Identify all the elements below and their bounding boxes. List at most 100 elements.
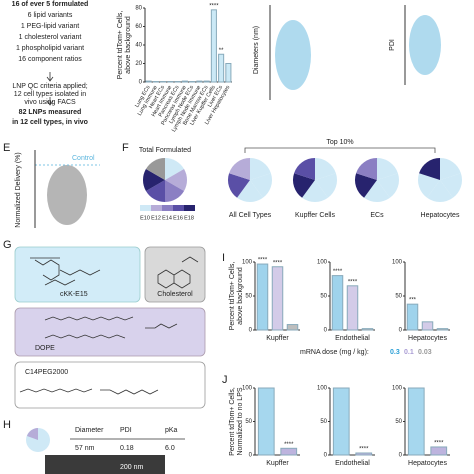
pie-slice [250,158,271,180]
scale-label: 200 nm [120,464,144,471]
axis-label: above background [125,16,132,74]
category-label: Endothelial [335,460,370,467]
intro-line: 16 of ever 5 formulated [12,1,89,8]
y-tick-label: 0 [249,328,253,334]
molecule-name: cKK-E15 [60,291,88,298]
y-tick-label: 60 [135,24,142,30]
pie-slice [315,173,338,198]
bar [280,447,298,456]
intro-line: 1 cholesterol variant [19,34,82,41]
bar [421,321,434,331]
dot-cluster [275,20,311,90]
panel-letter: J [222,374,228,386]
bar [225,63,232,83]
dose-label: mRNA dose (mg / kg): [300,349,369,356]
pie-slice [419,158,440,180]
bar [218,53,225,83]
y-tick-label: 40 [135,43,142,49]
table-header: Diameter [75,427,104,434]
legend-swatch [140,205,151,211]
category-label: Kupffer [266,335,289,342]
y-tick-label: 100 [392,386,403,392]
bar [145,80,152,83]
legend-label: E12 [151,215,161,221]
y-tick-label: 50 [395,419,402,425]
legend-label: E10 [140,215,150,221]
y-tick-label: 100 [392,260,403,266]
bar [181,80,188,83]
y-tick-label: 0 [399,328,403,334]
pie-title: Total Formulated [139,147,191,154]
table-cell: 57 nm [75,445,95,452]
bar [271,266,284,331]
dot-cluster [409,15,441,75]
pie-label: Hepatocytes [421,212,460,219]
pie-slice [377,158,398,180]
legend-label: E14 [162,215,172,221]
bar [196,80,203,83]
legend-swatch [184,205,195,211]
significance: **** [359,447,369,453]
dose: 0.1 [404,349,414,356]
pie-title: Top 10% [326,139,353,146]
bar [355,452,373,456]
y-tick-label: 50 [245,294,252,300]
y-tick-label: 100 [242,386,253,392]
bar [430,446,448,456]
y-tick-label: 80 [135,6,142,12]
panel-letter: E [3,142,10,154]
bar [210,9,217,83]
significance: ** [219,48,224,54]
y-tick-label: 0 [399,453,403,459]
decor [14,72,436,440]
legend-swatch [151,205,162,211]
category-label: Hepatocytes [408,335,447,342]
bar [256,263,269,331]
bar [203,80,210,83]
legend-label: E16 [173,215,183,221]
pie-slice [427,180,453,202]
significance: **** [434,441,444,447]
bar [331,275,344,331]
qc-line: vivo using FACS [24,99,76,106]
axis-label: above background [237,267,244,325]
bar [406,303,419,331]
significance: **** [209,3,219,9]
y-tick-label: 100 [242,260,253,266]
bar [332,387,350,456]
bar [286,324,299,331]
bar [407,387,425,456]
bar [361,328,374,331]
pie-slice [356,158,377,180]
y-tick-label: 50 [395,294,402,300]
axis-label: PDI [389,39,396,51]
pie-slice [145,180,165,202]
axis-label: Normalized Delivery (%) [15,152,22,227]
axis-label: Diameters (nm) [253,26,260,74]
category-label: Endothelial [335,335,370,342]
molecule-name: Cholesterol [157,291,193,298]
pie-slice [165,169,188,191]
intro-line: 1 phospholipid variant [16,45,84,52]
pie-slice [143,169,165,191]
axis-label: Percent tdTom+ Cells, [229,387,236,456]
pie-slice [227,173,250,198]
y-tick-label: 50 [245,419,252,425]
y-tick-label: 50 [320,294,327,300]
table-header: PDI [120,427,132,434]
pie-slice [377,173,399,198]
bar [436,328,449,331]
table-cell: 0.18 [120,445,134,452]
pie-slice [237,180,263,202]
dot-cluster [47,165,87,225]
pie-slice [165,158,185,180]
panel-letter: G [3,239,12,251]
bar [346,285,359,331]
pie-slice [315,158,336,180]
legend-swatch [162,205,173,211]
significance: **** [273,260,283,266]
pie-slice [229,158,250,180]
control-label: Control [72,155,95,162]
pie-slice [294,158,315,180]
pie-slice [440,173,462,198]
